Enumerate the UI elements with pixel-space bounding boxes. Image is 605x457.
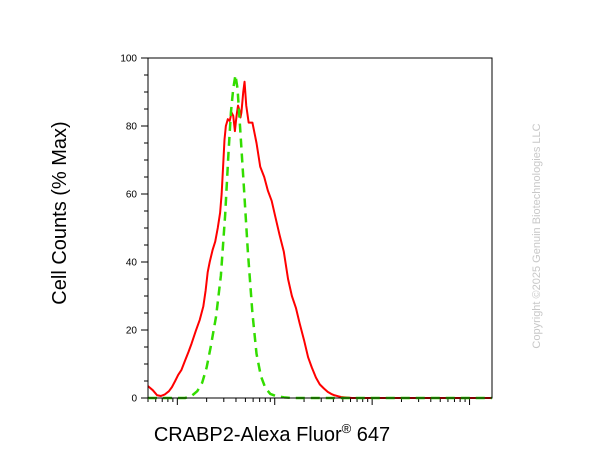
y-tick-label: 20 [126,326,138,337]
copyright-watermark: Copyright ©2025 Genuin Biotechnologies L… [531,123,543,348]
series-line-2 [148,73,492,400]
series-line-1 [147,80,492,399]
y-tick-label: 0 [131,394,137,405]
x-axis-label: CRABP2-Alexa Fluor® 647 [154,421,390,446]
y-tick-label: 60 [126,190,138,201]
x-axis-label-main: CRABP2-Alexa Fluor [154,424,342,446]
y-tick-label: 80 [126,122,138,133]
y-tick-label: 40 [126,258,138,269]
series-lines [147,73,492,400]
x-axis-label-registered: ® [342,421,352,436]
plot-frame [147,57,493,399]
y-axis-label: Cell Counts (% Max) [49,121,71,304]
x-axis-label-suffix: 647 [351,424,390,446]
x-axis [147,398,471,405]
y-tick-label: 100 [120,54,137,65]
y-axis: 0 20 40 60 80 100 [120,54,148,405]
